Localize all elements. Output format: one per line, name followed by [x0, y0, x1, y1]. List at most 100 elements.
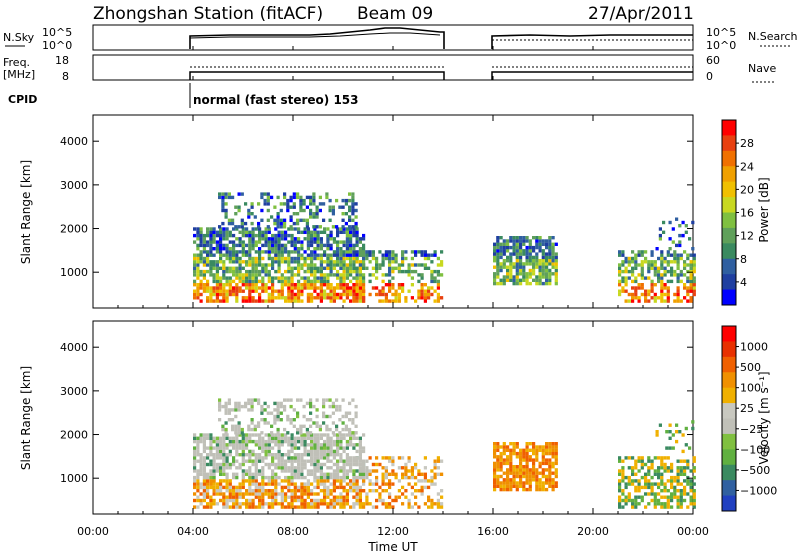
heatmap-cell	[328, 198, 332, 203]
freq-trace	[189, 71, 445, 80]
heatmap-cell	[368, 250, 372, 254]
heatmap-cell	[538, 239, 542, 243]
heatmap-cell	[427, 289, 431, 293]
heatmap-cell	[316, 253, 320, 257]
heatmap-cell	[391, 276, 395, 280]
heatmap-cell	[215, 299, 219, 303]
heatmap-cell	[199, 237, 203, 241]
heatmap-cell	[227, 401, 231, 406]
heatmap-cell	[209, 449, 213, 454]
heatmap-cell	[228, 498, 232, 503]
heatmap-cell	[332, 456, 336, 460]
heatmap-cell	[296, 427, 300, 432]
date-label: 27/Apr/2011	[588, 4, 694, 24]
heatmap-cell	[300, 498, 304, 503]
heatmap-cell	[232, 260, 236, 264]
heatmap-cell	[271, 260, 275, 264]
heatmap-cell	[300, 443, 304, 447]
heatmap-cell	[202, 495, 206, 499]
heatmap-cell	[336, 462, 340, 467]
heatmap-cell	[240, 218, 244, 222]
heatmap-cell	[305, 218, 309, 222]
heatmap-cell	[644, 292, 648, 297]
heatmap-cell	[692, 482, 696, 486]
heatmap-cell	[554, 281, 558, 286]
heatmap-cell	[528, 268, 532, 273]
heatmap-cell	[493, 259, 497, 263]
heatmap-cell	[338, 431, 342, 435]
heatmap-cell	[355, 286, 359, 290]
heatmap-cell	[410, 466, 414, 470]
heatmap-cell	[202, 260, 206, 264]
heatmap-cell	[496, 252, 500, 256]
heatmap-cell	[436, 472, 440, 476]
heatmap-cell	[332, 250, 336, 254]
colorbar-tick-label: −25	[740, 423, 763, 436]
heatmap-cell	[349, 456, 353, 460]
heatmap-cell	[653, 492, 657, 496]
heatmap-cell	[515, 487, 519, 492]
heatmap-cell	[678, 233, 682, 238]
heatmap-cell	[248, 256, 252, 261]
heatmap-cell	[235, 273, 239, 277]
heatmap-cell	[209, 439, 213, 444]
heatmap-cell	[341, 198, 345, 203]
heatmap-cell	[692, 498, 696, 503]
heatmap-cell	[554, 451, 558, 456]
heatmap-cell	[388, 459, 392, 463]
heatmap-cell	[267, 250, 271, 254]
heatmap-cell	[512, 245, 516, 250]
heatmap-cell	[234, 212, 238, 216]
heatmap-cell	[199, 498, 203, 503]
heatmap-cell	[235, 289, 239, 293]
heatmap-cell	[212, 266, 216, 270]
heatmap-cell	[225, 227, 229, 231]
heatmap-cell	[225, 443, 229, 447]
heatmap-cell	[655, 430, 659, 434]
heatmap-cell	[650, 462, 654, 467]
heatmap-cell	[355, 489, 359, 493]
heatmap-cell	[313, 449, 317, 454]
heatmap-cell	[653, 502, 657, 506]
heatmap-cell	[319, 240, 323, 244]
heatmap-cell	[391, 505, 395, 509]
heatmap-cell	[362, 276, 366, 280]
heatmap-cell	[284, 479, 288, 483]
heatmap-cell	[496, 458, 500, 462]
heatmap-cell	[196, 237, 200, 241]
colorbar-swatch	[722, 120, 736, 136]
heatmap-cell	[339, 505, 343, 509]
heatmap-cell	[248, 289, 252, 293]
heatmap-cell	[433, 482, 437, 486]
heatmap-cell	[244, 404, 248, 409]
heatmap-cell	[322, 421, 326, 425]
heatmap-cell	[227, 218, 231, 222]
heatmap-cell	[532, 461, 536, 466]
heatmap-cell	[352, 286, 356, 290]
heatmap-cell	[545, 461, 549, 466]
heatmap-cell	[277, 253, 281, 257]
heatmap-cell	[245, 433, 249, 437]
heatmap-cell	[323, 485, 327, 490]
heatmap-cell	[676, 479, 680, 483]
heatmap-cell	[313, 433, 317, 437]
heatmap-cell	[319, 489, 323, 493]
heatmap-cell	[251, 489, 255, 493]
heatmap-cell	[261, 472, 265, 476]
heatmap-cell	[323, 439, 327, 444]
heatmap-cell	[277, 459, 281, 463]
heatmap-cell	[238, 279, 242, 284]
heatmap-cell	[339, 273, 343, 277]
heatmap-cell	[689, 502, 693, 506]
heatmap-cell	[349, 462, 353, 467]
x-tick-label: 00:00	[77, 525, 109, 538]
heatmap-cell	[509, 458, 513, 462]
heatmap-cell	[287, 283, 291, 287]
heatmap-cell	[618, 273, 622, 277]
heatmap-cell	[631, 299, 635, 303]
heatmap-cell	[407, 459, 411, 463]
heatmap-cell	[329, 230, 333, 234]
heatmap-cell	[676, 273, 680, 277]
heatmap-cell	[509, 468, 513, 472]
heatmap-cell	[253, 424, 257, 428]
